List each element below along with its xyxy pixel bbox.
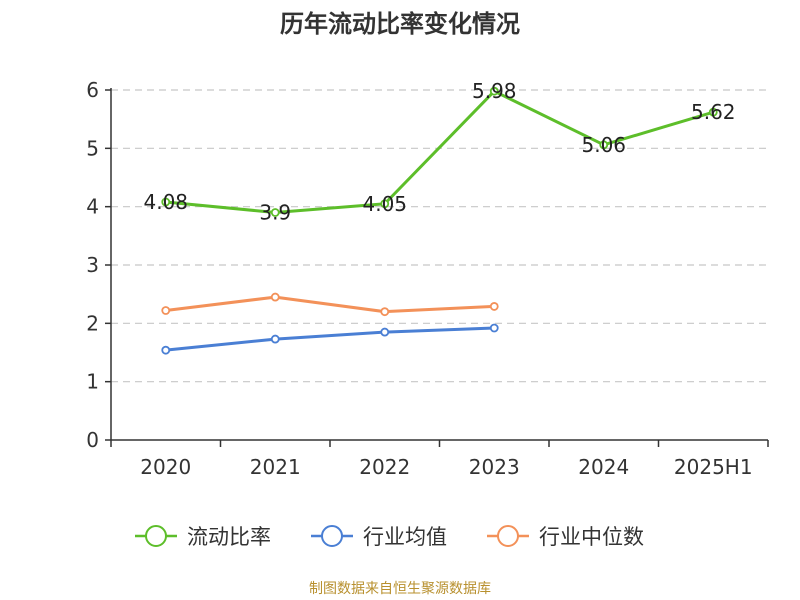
x-tick-label: 2022: [359, 455, 410, 479]
y-tick-label: 1: [86, 370, 99, 394]
series-lines: [161, 86, 718, 355]
legend-label: 流动比率: [187, 525, 271, 549]
x-tick-label: 2025H1: [674, 455, 753, 479]
axes: 0 1 2 3 4 5 6 2020 2021 2022 2023 2024 2025H1: [86, 78, 769, 479]
data-labels: 4.08 3.9 4.05 5.98 5.06 5.62: [143, 79, 735, 224]
x-tick-label: 2023: [469, 455, 520, 479]
legend-swatch-marker: [145, 525, 167, 547]
data-point: [161, 197, 171, 207]
data-point: [489, 86, 499, 96]
legend[interactable]: 流动比率 行业均值 行业中位数: [135, 525, 644, 549]
y-tick-label: 0: [86, 428, 99, 452]
y-tick-label: 2: [86, 311, 99, 335]
legend-swatch-marker: [321, 525, 343, 547]
data-point: [270, 208, 280, 217]
y-tick-label: 5: [86, 136, 99, 160]
data-point: [599, 140, 609, 150]
data-point: [161, 345, 171, 355]
data-label: 4.05: [362, 192, 407, 216]
data-point: [489, 323, 499, 333]
x-tick-label: 2020: [140, 455, 191, 479]
data-point: [270, 292, 280, 302]
y-tick-label: 6: [86, 78, 99, 102]
source-note: 制图数据来自恒生聚源数据库: [309, 581, 491, 597]
y-tick-label: 3: [86, 253, 99, 277]
data-point: [161, 306, 171, 315]
series-line-2: [165, 326, 495, 352]
x-tick-label: 2021: [250, 455, 301, 479]
data-label: 4.08: [143, 190, 188, 214]
y-tick-label: 4: [86, 195, 99, 219]
data-label: 3.9: [259, 201, 291, 225]
data-point: [270, 334, 280, 344]
grid-lines: [111, 89, 768, 383]
data-point: [380, 199, 390, 209]
legend-label: 行业中位数: [539, 525, 644, 549]
chart-title: 历年流动比率变化情况: [280, 10, 520, 38]
series-line-1: [165, 89, 714, 214]
x-tick-label: 2024: [578, 455, 629, 479]
data-label: 5.98: [472, 79, 517, 103]
series-line-3: [165, 295, 495, 314]
data-point: [489, 302, 499, 311]
data-point: [380, 307, 390, 317]
legend-swatch-marker: [497, 525, 519, 547]
legend-label: 行业均值: [363, 525, 447, 549]
data-label: 5.06: [581, 133, 626, 157]
data-point: [708, 107, 718, 117]
data-point: [380, 327, 390, 337]
data-label: 5.62: [691, 100, 736, 124]
